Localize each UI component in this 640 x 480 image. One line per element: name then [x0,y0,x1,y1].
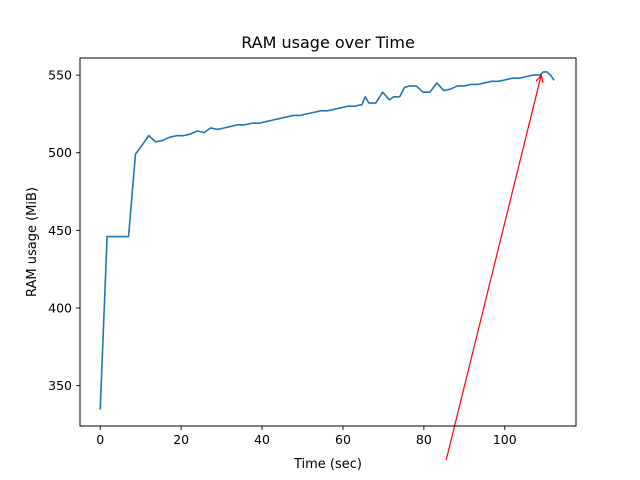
x-tick-label: 80 [416,432,432,447]
plot-area [80,58,576,426]
x-tick-label: 100 [493,432,517,447]
x-tick-label: 0 [96,432,104,447]
y-axis-ticks: 350 400 450 500 550 [48,68,80,393]
annotation-arrow [445,74,542,461]
annotation-arrow-head [535,73,544,84]
x-tick-label: 40 [254,432,270,447]
x-tick-label: 60 [335,432,351,447]
x-axis-label: Time (sec) [293,457,362,472]
axes-frame [79,57,577,427]
x-tick-label: 20 [173,432,189,447]
x-axis-ticks: 0 20 40 60 80 100 [96,426,517,447]
ram-usage-line [99,71,555,410]
y-tick-label: 350 [48,378,72,393]
y-tick-label: 450 [48,223,72,238]
y-tick-label: 500 [48,145,72,160]
chart-title: RAM usage over Time [241,33,415,52]
y-tick-label: 400 [48,300,72,315]
y-axis-label: RAM usage (MiB) [25,187,40,297]
y-tick-label: 550 [48,68,72,83]
